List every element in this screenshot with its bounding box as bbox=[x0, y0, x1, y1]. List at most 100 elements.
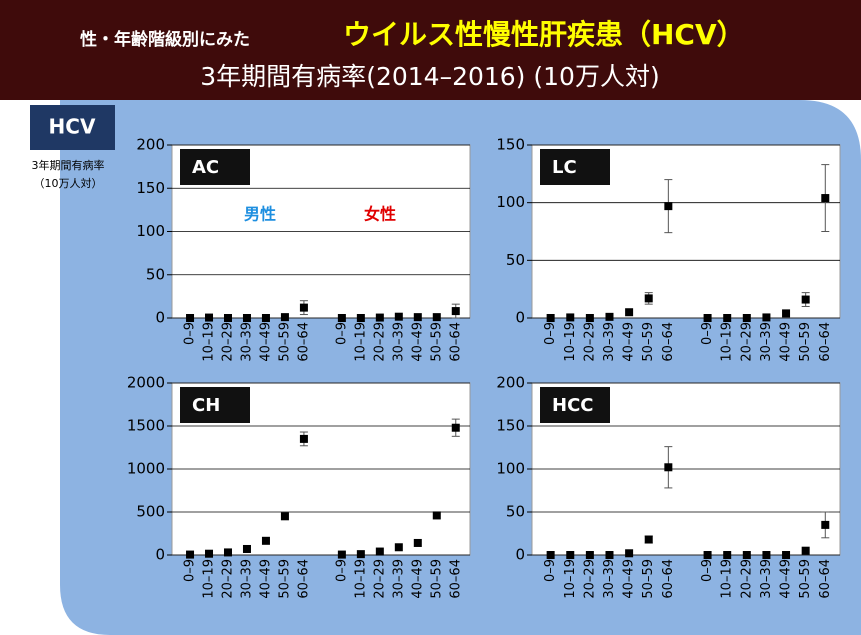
x-tick-label: 10–19 bbox=[353, 322, 368, 362]
x-tick-label: 50–59 bbox=[798, 559, 813, 599]
x-tick-label: 30–39 bbox=[602, 322, 617, 362]
marker bbox=[566, 313, 575, 322]
x-tick-label: 0–9 bbox=[183, 559, 198, 582]
x-tick-label: 0–9 bbox=[543, 559, 558, 582]
y-axis-label: （10万人対） bbox=[34, 176, 103, 190]
x-tick-label: 10–19 bbox=[720, 559, 735, 599]
x-tick-label: 60–64 bbox=[448, 559, 463, 599]
marker bbox=[644, 294, 653, 303]
marker bbox=[585, 314, 594, 322]
marker bbox=[625, 308, 634, 317]
marker bbox=[375, 313, 384, 322]
marker bbox=[356, 314, 365, 322]
x-tick-label: 20–29 bbox=[739, 322, 754, 362]
x-tick-label: 20–29 bbox=[739, 559, 754, 599]
x-tick-label: 50–59 bbox=[429, 559, 444, 599]
x-tick-label: 40–49 bbox=[779, 322, 794, 362]
marker bbox=[356, 550, 365, 559]
x-tick-label: 50–59 bbox=[277, 559, 292, 599]
x-tick-label: 20–29 bbox=[220, 322, 235, 362]
x-tick-label: 10–19 bbox=[202, 322, 217, 362]
chart-title-box bbox=[180, 149, 250, 185]
title-prefix: 性・年齢階級別にみた bbox=[80, 29, 250, 50]
marker bbox=[451, 423, 460, 432]
y-tick-label: 50 bbox=[506, 251, 525, 269]
marker bbox=[801, 295, 810, 304]
marker bbox=[762, 313, 771, 322]
marker bbox=[280, 512, 289, 521]
x-tick-label: 60–64 bbox=[661, 559, 676, 599]
marker bbox=[742, 314, 751, 322]
x-tick-label: 0–9 bbox=[334, 322, 349, 345]
y-tick-label: 50 bbox=[146, 265, 165, 283]
y-axis-label: 3年期間有病率 bbox=[32, 158, 105, 172]
chart-title: HCC bbox=[552, 395, 593, 416]
marker bbox=[703, 551, 712, 559]
marker bbox=[394, 543, 403, 552]
marker bbox=[337, 314, 346, 322]
label: HCV bbox=[49, 115, 96, 139]
y-tick-label: 0 bbox=[155, 546, 165, 564]
marker bbox=[432, 511, 441, 520]
marker bbox=[801, 546, 810, 555]
x-tick-label: 20–29 bbox=[582, 322, 597, 362]
chart-title: CH bbox=[192, 395, 220, 416]
marker bbox=[299, 303, 308, 312]
legend-label: 男性 bbox=[244, 205, 276, 224]
y-tick-label: 100 bbox=[136, 222, 165, 240]
y-tick-label: 100 bbox=[496, 460, 525, 478]
x-tick-label: 60–64 bbox=[661, 322, 676, 362]
marker bbox=[394, 312, 403, 321]
x-tick-label: 40–49 bbox=[622, 559, 637, 599]
subtitle: 3年期間有病率(2014–2016) (10万人対) bbox=[200, 62, 659, 91]
x-tick-label: 40–49 bbox=[410, 322, 425, 362]
marker bbox=[723, 551, 732, 559]
marker bbox=[821, 520, 830, 529]
marker bbox=[413, 538, 422, 547]
y-tick-label: 2000 bbox=[127, 374, 165, 392]
chart-title: LC bbox=[552, 157, 577, 178]
legend-label: 女性 bbox=[364, 205, 396, 224]
chart-title-box bbox=[180, 387, 250, 423]
x-tick-label: 50–59 bbox=[277, 322, 292, 362]
x-tick-label: 30–39 bbox=[239, 559, 254, 599]
marker bbox=[205, 549, 214, 558]
x-tick-label: 60–64 bbox=[296, 559, 311, 599]
marker bbox=[782, 309, 791, 318]
marker bbox=[299, 434, 308, 443]
x-tick-label: 20–29 bbox=[372, 322, 387, 362]
marker bbox=[664, 202, 673, 211]
chart-title-box bbox=[540, 387, 610, 423]
marker bbox=[742, 551, 751, 559]
x-tick-label: 60–64 bbox=[448, 322, 463, 362]
y-tick-label: 100 bbox=[496, 193, 525, 211]
chart-title-box bbox=[540, 149, 610, 185]
x-tick-label: 40–49 bbox=[410, 559, 425, 599]
marker bbox=[337, 550, 346, 559]
x-tick-label: 60–64 bbox=[818, 322, 833, 362]
x-tick-label: 50–59 bbox=[641, 559, 656, 599]
x-tick-label: 0–9 bbox=[543, 322, 558, 345]
y-tick-label: 50 bbox=[506, 503, 525, 521]
x-tick-label: 30–39 bbox=[602, 559, 617, 599]
x-tick-label: 20–29 bbox=[220, 559, 235, 599]
marker bbox=[703, 314, 712, 322]
x-tick-label: 30–39 bbox=[239, 322, 254, 362]
x-tick-label: 30–39 bbox=[391, 322, 406, 362]
x-tick-label: 50–59 bbox=[798, 322, 813, 362]
marker bbox=[782, 551, 791, 559]
header-band bbox=[0, 0, 861, 100]
marker bbox=[205, 313, 214, 322]
y-tick-label: 200 bbox=[496, 374, 525, 392]
y-tick-label: 150 bbox=[496, 136, 525, 154]
y-tick-label: 1000 bbox=[127, 460, 165, 478]
x-tick-label: 60–64 bbox=[296, 322, 311, 362]
marker bbox=[242, 314, 251, 322]
x-tick-label: 40–49 bbox=[258, 559, 273, 599]
x-tick-label: 40–49 bbox=[779, 559, 794, 599]
marker bbox=[546, 314, 555, 322]
marker bbox=[585, 551, 594, 559]
marker bbox=[605, 312, 614, 321]
marker bbox=[261, 314, 270, 322]
